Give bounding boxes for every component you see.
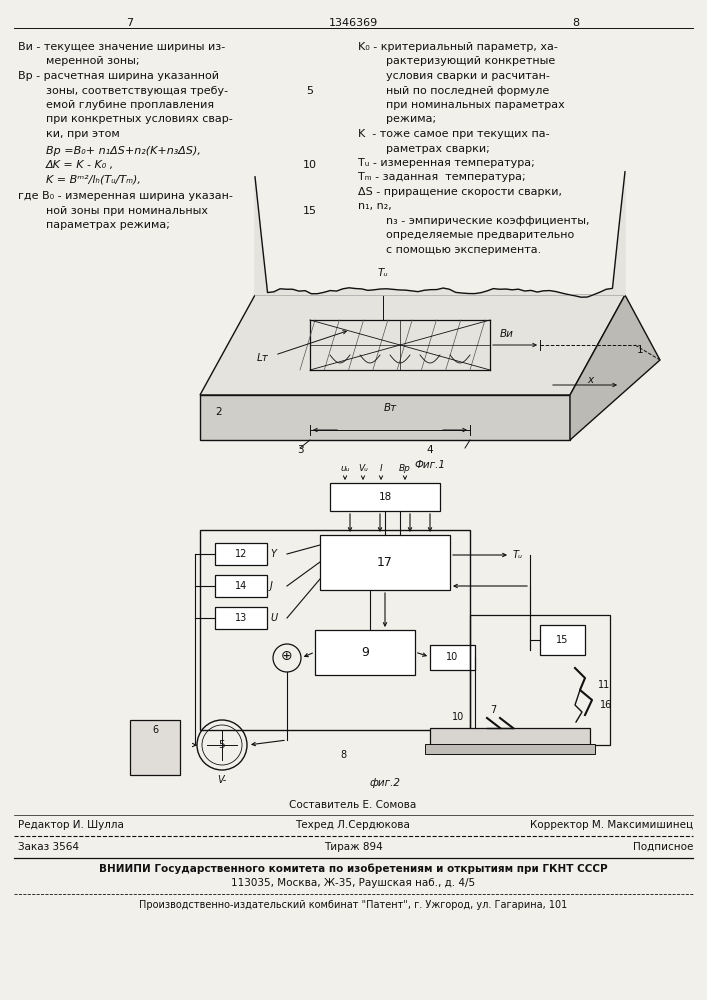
Text: I: I bbox=[380, 464, 382, 473]
Text: 113035, Москва, Ж-35, Раушская наб., д. 4/5: 113035, Москва, Ж-35, Раушская наб., д. … bbox=[231, 878, 475, 888]
Text: Bр: Bр bbox=[399, 464, 411, 473]
Bar bbox=[200, 530, 470, 730]
Text: Y: Y bbox=[270, 549, 276, 559]
Text: Bи - текущее значение ширины из-: Bи - текущее значение ширины из- bbox=[18, 42, 226, 52]
Text: ный по последней формуле: ный по последней формуле bbox=[386, 86, 549, 96]
Text: меренной зоны;: меренной зоны; bbox=[46, 56, 139, 66]
Bar bbox=[430, 645, 475, 670]
Text: 13: 13 bbox=[235, 613, 247, 623]
Text: Редактор И. Шулла: Редактор И. Шулла bbox=[18, 820, 124, 830]
Text: Lт: Lт bbox=[256, 353, 268, 363]
Text: параметрах режима;: параметрах режима; bbox=[46, 220, 170, 230]
Text: 17: 17 bbox=[377, 556, 393, 569]
Bar bbox=[425, 744, 595, 754]
Bar bbox=[540, 625, 585, 655]
Text: режима;: режима; bbox=[386, 114, 436, 124]
Text: при конкретных условиях свар-: при конкретных условиях свар- bbox=[46, 114, 233, 124]
Text: Составитель Е. Сомова: Составитель Е. Сомова bbox=[289, 800, 416, 810]
Text: 2: 2 bbox=[216, 407, 222, 417]
Text: Tᵤ: Tᵤ bbox=[378, 268, 388, 278]
Text: при номинальных параметрах: при номинальных параметрах bbox=[386, 100, 565, 110]
Text: Техред Л.Сердюкова: Техред Л.Сердюкова bbox=[296, 820, 411, 830]
Text: емой глубине проплавления: емой глубине проплавления bbox=[46, 100, 214, 110]
Text: 7: 7 bbox=[127, 18, 134, 28]
Text: V-: V- bbox=[217, 775, 227, 785]
Text: Подписное: Подписное bbox=[633, 842, 693, 852]
Bar bbox=[315, 630, 415, 675]
Text: 8: 8 bbox=[573, 18, 580, 28]
Text: J: J bbox=[270, 581, 273, 591]
Text: 14: 14 bbox=[235, 581, 247, 591]
Text: Tᵤ - измеренная температура;: Tᵤ - измеренная температура; bbox=[358, 158, 534, 168]
Bar bbox=[320, 535, 450, 590]
Text: с помощью эксперимента.: с помощью эксперимента. bbox=[386, 245, 542, 255]
Bar bbox=[430, 728, 590, 746]
Text: ки, при этом: ки, при этом bbox=[46, 129, 119, 139]
Text: 1346369: 1346369 bbox=[328, 18, 378, 28]
Bar bbox=[470, 615, 610, 745]
Text: Фиг.1: Фиг.1 bbox=[414, 460, 445, 470]
Text: n₁, n₂,: n₁, n₂, bbox=[358, 202, 392, 212]
Text: 6: 6 bbox=[152, 725, 158, 735]
Bar bbox=[130, 720, 180, 775]
Text: 3: 3 bbox=[297, 445, 303, 455]
Text: Bи: Bи bbox=[500, 329, 514, 339]
Text: Bт: Bт bbox=[383, 403, 397, 413]
Text: 15: 15 bbox=[303, 206, 317, 216]
Text: Bр =B₀+ n₁ΔS+n₂(K+n₃ΔS),: Bр =B₀+ n₁ΔS+n₂(K+n₃ΔS), bbox=[46, 145, 201, 155]
Text: K = Bᵐ²/lₕ(Tᵤ/Tₘ),: K = Bᵐ²/lₕ(Tᵤ/Tₘ), bbox=[46, 174, 141, 184]
Text: 5: 5 bbox=[218, 740, 226, 750]
Text: 9: 9 bbox=[361, 646, 369, 659]
Bar bbox=[215, 575, 267, 597]
Text: x: x bbox=[587, 375, 593, 385]
Text: где B₀ - измеренная ширина указан-: где B₀ - измеренная ширина указан- bbox=[18, 191, 233, 201]
Text: Заказ 3564: Заказ 3564 bbox=[18, 842, 79, 852]
Text: 15: 15 bbox=[556, 635, 568, 645]
Text: ной зоны при номинальных: ной зоны при номинальных bbox=[46, 206, 208, 216]
Text: K  - тоже самое при текущих па-: K - тоже самое при текущих па- bbox=[358, 129, 549, 139]
Bar bbox=[215, 543, 267, 565]
Text: ΔK = K - K₀ ,: ΔK = K - K₀ , bbox=[46, 160, 115, 170]
Text: раметрах сварки;: раметрах сварки; bbox=[386, 143, 490, 153]
Text: 11: 11 bbox=[598, 680, 610, 690]
Text: 18: 18 bbox=[378, 492, 392, 502]
Text: 10: 10 bbox=[452, 712, 464, 722]
Text: 12: 12 bbox=[235, 549, 247, 559]
Polygon shape bbox=[200, 295, 625, 395]
Text: uᵤ: uᵤ bbox=[340, 464, 350, 473]
Text: 10: 10 bbox=[303, 160, 317, 170]
Text: Tᵤ: Tᵤ bbox=[513, 550, 523, 560]
Text: 1: 1 bbox=[637, 345, 643, 355]
Text: K₀ - критериальный параметр, ха-: K₀ - критериальный параметр, ха- bbox=[358, 42, 558, 52]
Text: 16: 16 bbox=[600, 700, 612, 710]
Text: ΔS - приращение скорости сварки,: ΔS - приращение скорости сварки, bbox=[358, 187, 562, 197]
Text: 4: 4 bbox=[427, 445, 433, 455]
Text: 8: 8 bbox=[340, 750, 346, 760]
Text: Тираж 894: Тираж 894 bbox=[324, 842, 382, 852]
Text: определяемые предварительно: определяемые предварительно bbox=[386, 231, 574, 240]
Text: 7: 7 bbox=[490, 705, 496, 715]
Polygon shape bbox=[570, 295, 660, 440]
Text: n₃ - эмпирические коэффициенты,: n₃ - эмпирические коэффициенты, bbox=[386, 216, 590, 226]
Text: Bр - расчетная ширина указанной: Bр - расчетная ширина указанной bbox=[18, 71, 219, 81]
Text: Производственно-издательский комбинат "Патент", г. Ужгород, ул. Гагарина, 101: Производственно-издательский комбинат "П… bbox=[139, 900, 567, 910]
Text: 5: 5 bbox=[307, 86, 313, 96]
Text: 10: 10 bbox=[446, 652, 459, 662]
Text: Tₘ - заданная  температура;: Tₘ - заданная температура; bbox=[358, 172, 525, 182]
Text: рактеризующий конкретные: рактеризующий конкретные bbox=[386, 56, 555, 66]
Text: зоны, соответствующая требу-: зоны, соответствующая требу- bbox=[46, 86, 228, 96]
Text: ⊕: ⊕ bbox=[281, 649, 293, 663]
Text: U: U bbox=[270, 613, 277, 623]
Polygon shape bbox=[200, 395, 570, 440]
Bar bbox=[330, 483, 440, 511]
Text: Корректор М. Максимишинец: Корректор М. Максимишинец bbox=[530, 820, 693, 830]
Bar bbox=[215, 607, 267, 629]
Text: Vᵤ: Vᵤ bbox=[358, 464, 368, 473]
Polygon shape bbox=[255, 172, 625, 297]
Text: фиг.2: фиг.2 bbox=[370, 778, 400, 788]
Text: условия сварки и расчитан-: условия сварки и расчитан- bbox=[386, 71, 550, 81]
Text: ВНИИПИ Государственного комитета по изобретениям и открытиям при ГКНТ СССР: ВНИИПИ Государственного комитета по изоб… bbox=[99, 863, 607, 874]
